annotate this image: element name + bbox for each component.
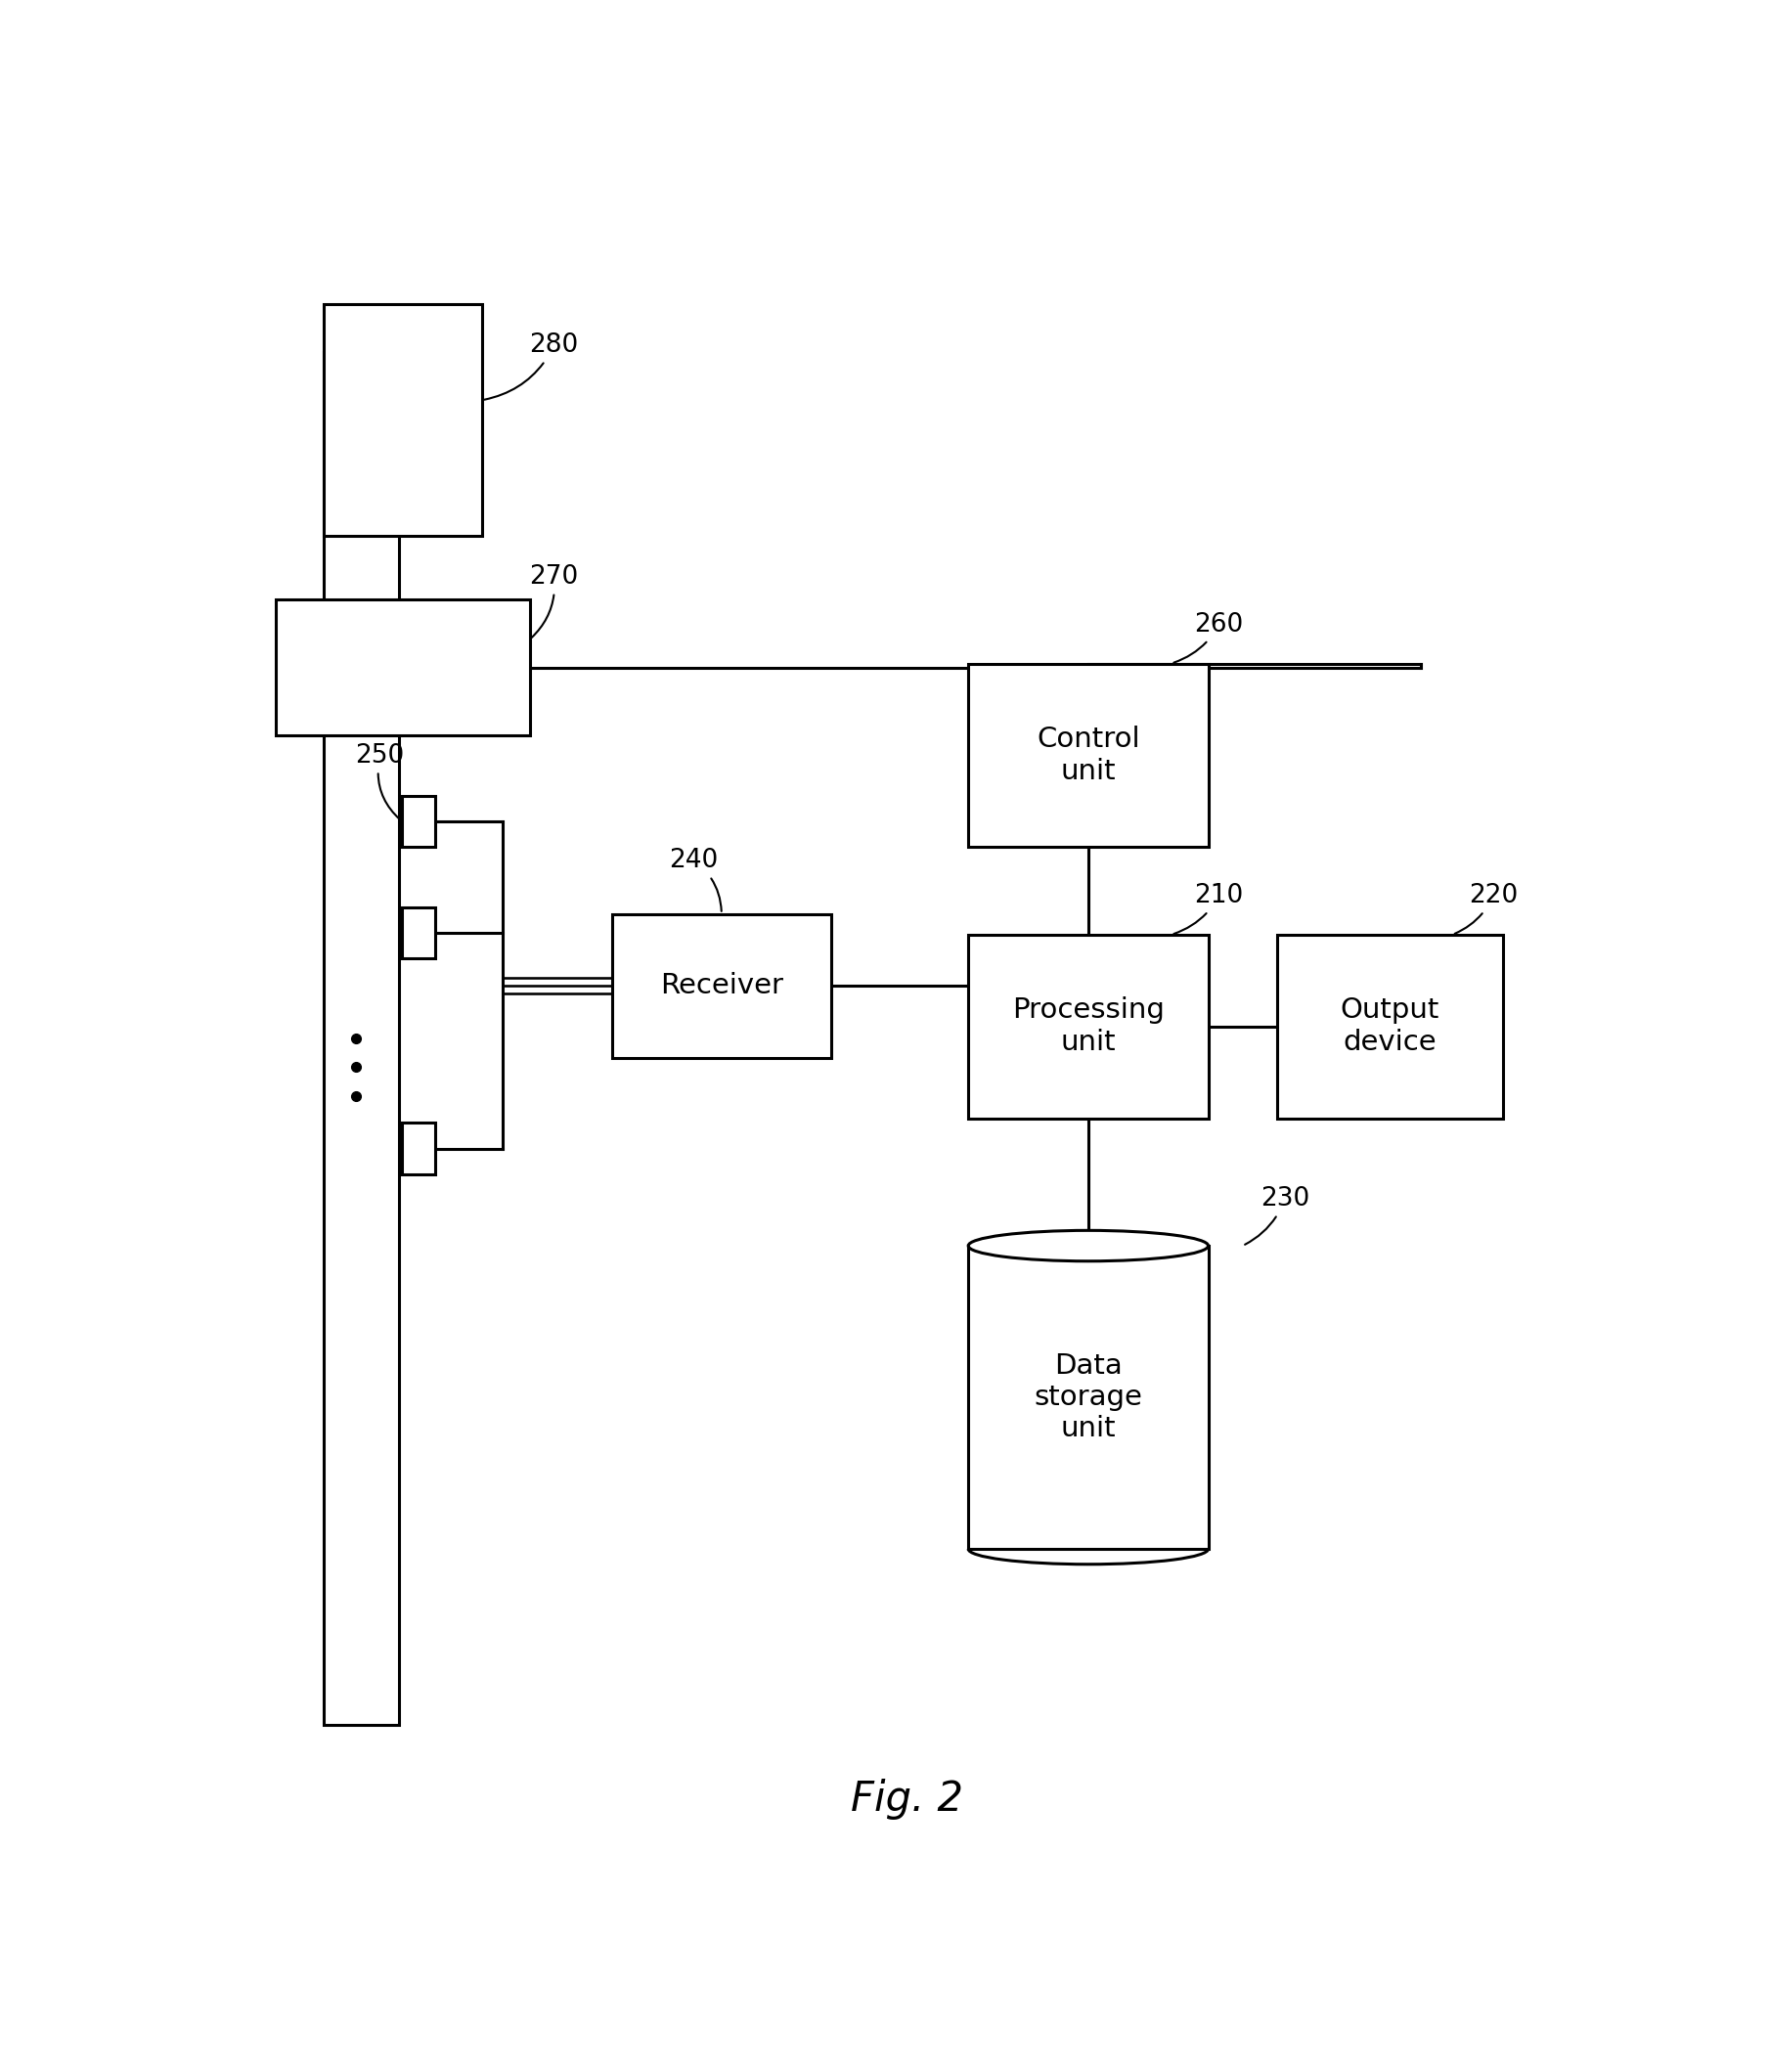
Text: 220: 220	[1454, 883, 1518, 934]
Text: 240: 240	[669, 847, 722, 912]
Text: 250: 250	[356, 744, 405, 821]
Bar	[324, 305, 481, 537]
Bar	[402, 1123, 435, 1175]
Bar	[968, 663, 1208, 847]
Text: Data
storage
unit: Data storage unit	[1035, 1353, 1143, 1442]
Text: Fig. 2: Fig. 2	[851, 1780, 962, 1819]
Text: 280: 280	[485, 334, 578, 400]
Text: 270: 270	[529, 564, 578, 638]
Bar	[612, 914, 831, 1057]
Bar	[402, 796, 435, 847]
Bar	[968, 934, 1208, 1119]
Text: 210: 210	[1175, 883, 1244, 934]
Text: 260: 260	[1175, 611, 1244, 663]
Text: Output
device: Output device	[1341, 997, 1440, 1057]
Bar	[968, 1245, 1208, 1550]
Bar	[1277, 934, 1504, 1119]
Bar	[402, 908, 435, 959]
Ellipse shape	[968, 1231, 1208, 1262]
Bar	[324, 352, 400, 1724]
Bar	[276, 599, 529, 736]
Text: 230: 230	[1245, 1187, 1309, 1245]
Text: Processing
unit: Processing unit	[1012, 997, 1164, 1057]
Text: Control
unit: Control unit	[1037, 725, 1139, 785]
Text: Receiver: Receiver	[660, 972, 784, 999]
